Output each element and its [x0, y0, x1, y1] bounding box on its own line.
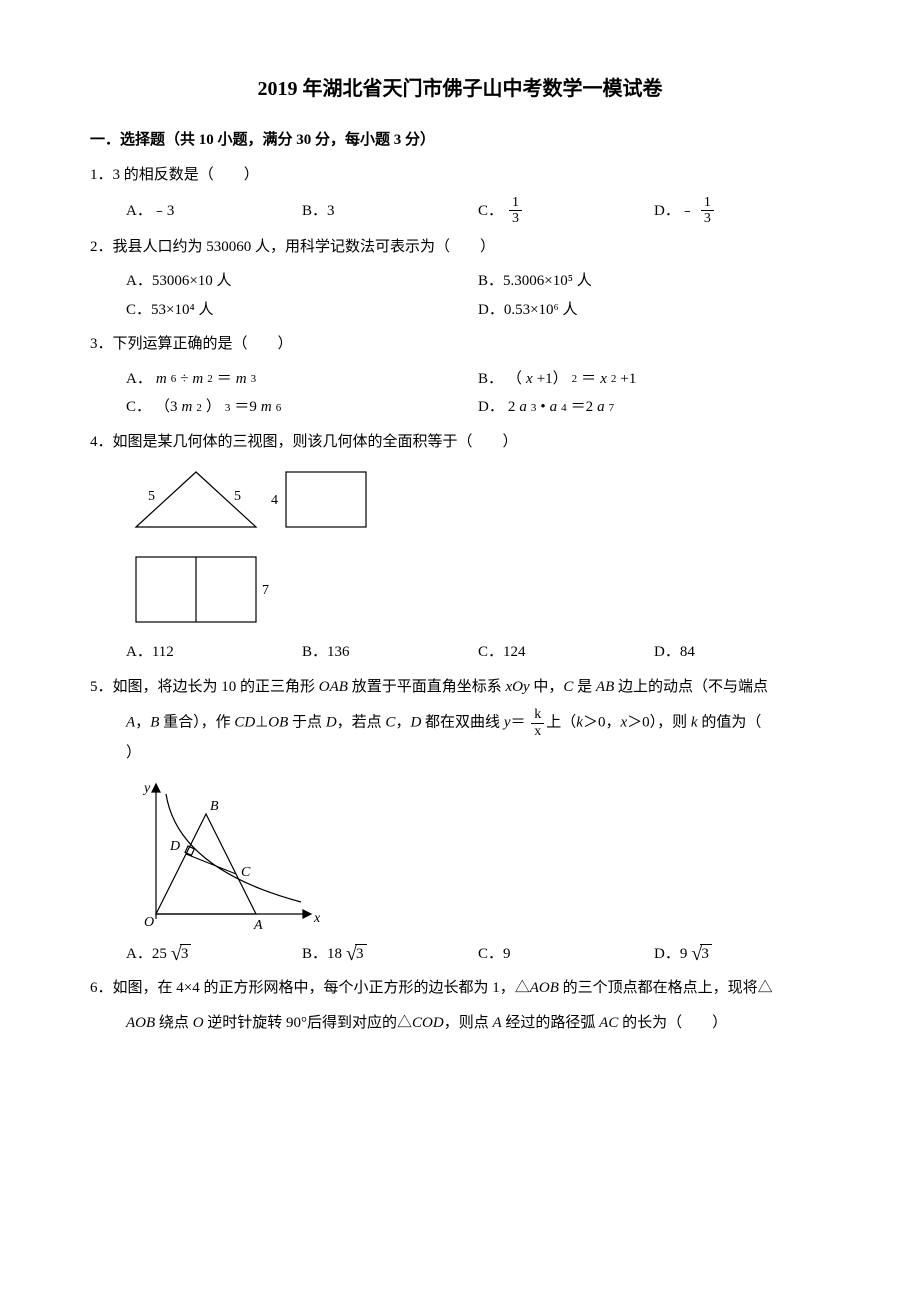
question-2: 2．我县人口约为 530060 人，用科学记数法可表示为（ ）	[90, 233, 830, 262]
q5-option-c: C．9	[478, 940, 654, 969]
svg-text:D: D	[169, 839, 180, 854]
question-4: 4．如图是某几何体的三视图，则该几何体的全面积等于（ ）	[90, 428, 830, 457]
sqrt-icon: √3	[691, 944, 711, 964]
q3-options: A．m6÷m2＝m3 B．（x+1）2＝x2+1 C．（3m2）3＝9m6 D．…	[90, 365, 830, 422]
q5-figure: y x O A B C D	[90, 774, 830, 934]
question-5-line3: ）	[90, 739, 830, 768]
svg-text:A: A	[253, 918, 263, 933]
q4-option-c: C．124	[478, 638, 654, 667]
q1-option-c: C． 1 3	[478, 195, 654, 227]
svg-text:y: y	[142, 781, 151, 796]
q2-stem: 2．我县人口约为 530060 人，用科学记数法可表示为（ ）	[90, 239, 495, 255]
question-5-line2: A，B 重合），作 CD⊥OB 于点 D，若点 C，D 都在双曲线 y＝ k x…	[90, 707, 830, 739]
q3-option-a: A．m6÷m2＝m3	[126, 365, 478, 394]
svg-text:5: 5	[234, 489, 241, 504]
question-6-line2: AOB 绕点 O 逆时针旋转 90°后得到对应的△COD，则点 A 经过的路径弧…	[90, 1009, 830, 1038]
q2-option-a: A．53006×10 人	[126, 267, 478, 296]
svg-text:5: 5	[148, 489, 155, 504]
q1-option-a: A．﹣3	[126, 195, 302, 227]
fraction-icon: 1 3	[509, 195, 522, 227]
q4-options: A．112 B．136 C．124 D．84	[90, 638, 830, 667]
q3-option-c: C．（3m2）3＝9m6	[126, 393, 478, 422]
q1-option-d: D．﹣ 1 3	[654, 195, 830, 227]
page-title: 2019 年湖北省天门市佛子山中考数学一模试卷	[90, 70, 830, 108]
three-views-diagram: 5 5 4 7	[126, 462, 386, 632]
question-6: 6．如图，在 4×4 的正方形网格中，每个小正方形的边长都为 1，△AOB 的三…	[90, 974, 830, 1003]
question-3: 3．下列运算正确的是（ ）	[90, 330, 830, 359]
q5-options: A．25 √3 B．18 √3 C．9 D．9 √3	[90, 940, 830, 969]
q2-options: A．53006×10 人 B．5.3006×10⁵ 人 C．53×10⁴ 人 D…	[90, 267, 830, 324]
q2-option-b: B．5.3006×10⁵ 人	[478, 267, 830, 296]
fraction-icon: k x	[531, 707, 544, 739]
question-1: 1．3 的相反数是（ ）	[90, 161, 830, 190]
fraction-icon: 1 3	[701, 195, 714, 227]
q5-option-a: A．25 √3	[126, 940, 302, 969]
q5-option-d: D．9 √3	[654, 940, 830, 969]
q1-options: A．﹣3 B．3 C． 1 3 D．﹣ 1 3	[90, 195, 830, 227]
q3-option-d: D．2a3•a4＝2a7	[478, 393, 830, 422]
q4-figure: 5 5 4 7	[90, 462, 830, 632]
sqrt-icon: √3	[346, 944, 366, 964]
q4-option-a: A．112	[126, 638, 302, 667]
q2-option-d: D．0.53×10⁶ 人	[478, 296, 830, 325]
q4-option-d: D．84	[654, 638, 830, 667]
hyperbola-triangle-diagram: y x O A B C D	[126, 774, 326, 934]
q4-option-b: B．136	[302, 638, 478, 667]
q5-option-b: B．18 √3	[302, 940, 478, 969]
svg-text:x: x	[313, 911, 321, 926]
svg-text:C: C	[241, 865, 251, 880]
q2-option-c: C．53×10⁴ 人	[126, 296, 478, 325]
svg-text:B: B	[210, 799, 219, 814]
q1-option-b: B．3	[302, 195, 478, 227]
section-1-heading: 一．选择题（共 10 小题，满分 30 分，每小题 3 分）	[90, 126, 830, 155]
q3-option-b: B．（x+1）2＝x2+1	[478, 365, 830, 394]
q3-stem: 3．下列运算正确的是（ ）	[90, 336, 293, 352]
q4-stem: 4．如图是某几何体的三视图，则该几何体的全面积等于（ ）	[90, 434, 518, 450]
question-5: 5．如图，将边长为 10 的正三角形 OAB 放置于平面直角坐标系 xOy 中，…	[90, 673, 830, 702]
q1-stem: 1．3 的相反数是（ ）	[90, 167, 259, 183]
svg-text:O: O	[144, 915, 154, 930]
svg-text:7: 7	[262, 583, 269, 598]
sqrt-icon: √3	[171, 944, 191, 964]
svg-text:4: 4	[271, 493, 278, 508]
